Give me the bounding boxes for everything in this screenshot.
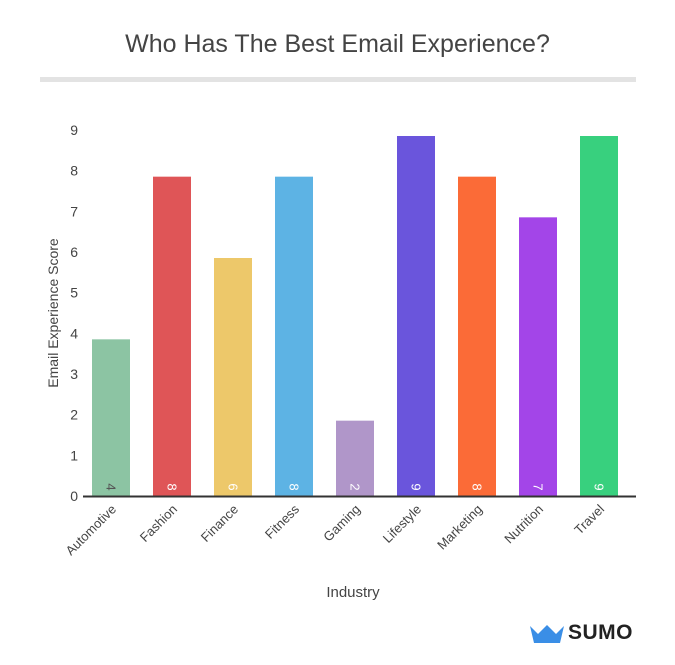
bar-marketing xyxy=(458,176,496,496)
bar-fashion xyxy=(153,176,191,496)
bar-value-label: 8 xyxy=(470,483,485,490)
x-tick-label: Fitness xyxy=(262,501,303,542)
y-axis-ticks: 0 1 2 3 4 5 6 7 8 9 xyxy=(70,122,78,504)
y-tick-label: 4 xyxy=(70,325,78,341)
bar-value-label: 9 xyxy=(592,483,607,490)
x-tick-label: Fashion xyxy=(137,502,180,545)
x-tick-label: Nutrition xyxy=(501,502,546,547)
bar-value-label: 8 xyxy=(287,483,302,490)
bar-lifestyle xyxy=(397,136,435,496)
y-tick-label: 6 xyxy=(70,244,78,260)
bar-value-label: 8 xyxy=(165,483,180,490)
x-tick-label: Automotive xyxy=(63,502,120,559)
bar-travel xyxy=(580,136,618,496)
x-tick-label: Travel xyxy=(571,501,607,537)
y-tick-label: 9 xyxy=(70,122,78,138)
y-axis-label: Email Experience Score xyxy=(45,238,61,388)
bar-fitness xyxy=(275,176,313,496)
bar-value-label: 2 xyxy=(348,483,363,490)
bar-value-label: 7 xyxy=(531,483,546,490)
y-tick-label: 2 xyxy=(70,407,78,423)
bar-finance xyxy=(214,258,252,496)
brand-name: SUMO xyxy=(568,621,633,644)
x-tick-label: Finance xyxy=(198,502,241,545)
y-tick-label: 7 xyxy=(70,203,78,219)
x-tick-label: Gaming xyxy=(320,502,363,545)
bar-automotive xyxy=(92,339,130,496)
bar-value-label: 6 xyxy=(226,483,241,490)
title-divider xyxy=(40,77,636,82)
chart-title: Who Has The Best Email Experience? xyxy=(125,30,550,58)
bar-nutrition xyxy=(519,217,557,497)
bar-gaming xyxy=(336,420,374,496)
x-axis-label: Industry xyxy=(326,584,380,601)
y-tick-label: 3 xyxy=(70,366,78,382)
sumo-logo: SUMO xyxy=(530,620,633,646)
y-tick-label: 8 xyxy=(70,163,78,179)
x-tick-label: Lifestyle xyxy=(380,502,424,546)
y-tick-label: 1 xyxy=(70,447,78,463)
bar-value-label: 9 xyxy=(409,483,424,490)
y-tick-label: 0 xyxy=(70,488,78,504)
bar-value-labels: 4 8 6 8 2 9 8 7 9 xyxy=(104,483,607,490)
bar-value-label: 4 xyxy=(104,483,119,490)
bars xyxy=(92,136,618,497)
x-tick-label: Marketing xyxy=(434,502,485,553)
y-tick-label: 5 xyxy=(70,285,78,301)
x-axis-ticks: Automotive Fashion Finance Fitness Gaming Lif… xyxy=(63,501,608,558)
crown-icon xyxy=(530,625,564,643)
